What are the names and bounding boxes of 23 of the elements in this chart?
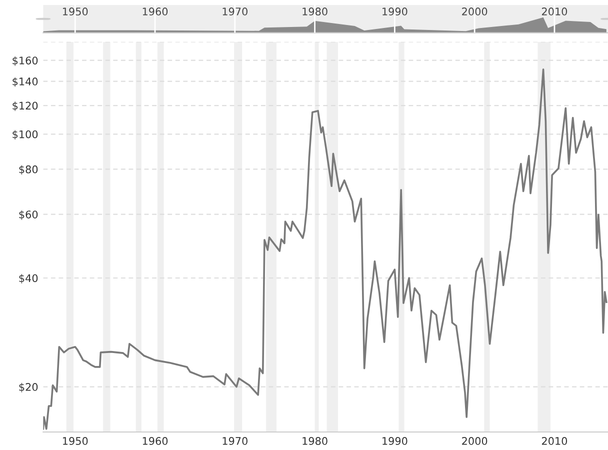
- x-tick-label: 2000: [462, 437, 488, 445]
- y-tick-label: $120: [12, 102, 38, 111]
- x-tick-label: 2010: [542, 8, 568, 16]
- y-tick-label: $140: [12, 77, 38, 87]
- x-tick-label: 1970: [222, 8, 248, 16]
- x-tick-label: 1970: [222, 437, 248, 445]
- line-series: [43, 68, 608, 430]
- x-tick-label: 1980: [302, 437, 328, 445]
- y-tick-label: $160: [12, 56, 38, 66]
- x-tick-label: 2000: [462, 8, 488, 16]
- x-tick-label: 2010: [542, 437, 568, 445]
- x-tick-label: 1990: [382, 437, 408, 445]
- y-tick-label: $100: [12, 130, 38, 140]
- y-tick-label: $80: [19, 165, 38, 175]
- x-tick-label: 1960: [142, 8, 168, 16]
- x-tick-label: 1960: [142, 437, 168, 445]
- x-tick-label: 1950: [63, 8, 88, 16]
- y-tick-label: $20: [19, 382, 38, 392]
- x-tick-label: 1980: [302, 8, 328, 16]
- x-tick-label: 1990: [382, 8, 408, 16]
- y-tick-label: $40: [19, 274, 38, 284]
- x-tick-label: 1950: [63, 437, 88, 445]
- y-tick-label: $60: [19, 210, 38, 220]
